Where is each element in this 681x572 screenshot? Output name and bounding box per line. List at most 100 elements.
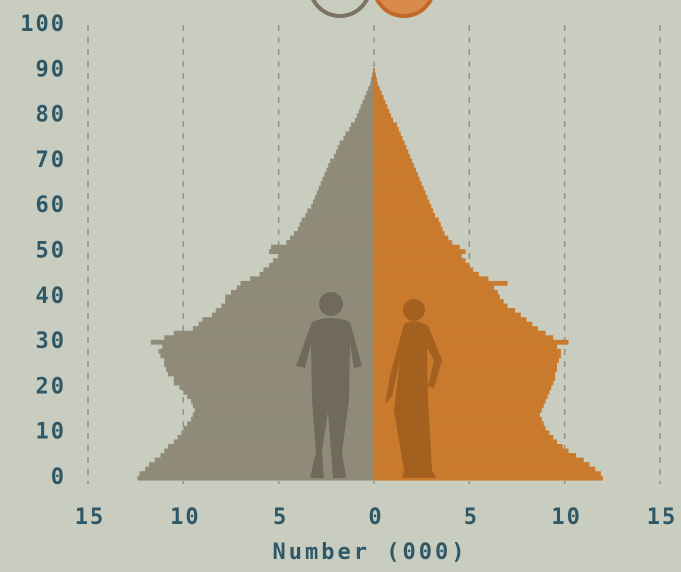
male-bar xyxy=(225,295,374,300)
male-bar xyxy=(221,304,374,309)
y-tick-label: 10 xyxy=(36,420,67,445)
female-bar xyxy=(374,145,406,150)
female-bar xyxy=(374,141,405,146)
male-bar xyxy=(372,73,374,78)
male-bar xyxy=(336,150,374,155)
female-bar xyxy=(374,236,448,241)
female-bar xyxy=(374,177,420,182)
female-bar xyxy=(374,77,377,82)
male-bar xyxy=(181,430,374,435)
female-bar xyxy=(374,204,431,209)
male-bar xyxy=(174,439,374,444)
male-bar xyxy=(338,145,374,150)
x-tick-label: 15 xyxy=(75,505,106,530)
male-bar xyxy=(300,222,374,227)
male-bar xyxy=(212,313,374,318)
female-bar xyxy=(374,159,412,164)
male-bar xyxy=(178,435,374,440)
female-bar xyxy=(374,331,546,336)
female-bar xyxy=(374,150,408,155)
female-bar xyxy=(374,100,385,105)
female-bar xyxy=(374,86,380,91)
male-bar xyxy=(359,109,374,114)
male-bar xyxy=(363,100,374,105)
male-bar xyxy=(324,172,374,177)
male-bar xyxy=(202,317,374,322)
female-bar xyxy=(374,73,376,78)
male-bar xyxy=(321,181,374,186)
male-bar xyxy=(231,290,374,295)
female-bar xyxy=(374,181,422,186)
female-bar xyxy=(374,249,466,254)
female-bar xyxy=(374,122,397,127)
female-bar xyxy=(374,299,504,304)
female-bar xyxy=(374,109,389,114)
female-bar xyxy=(374,258,466,263)
male-bar xyxy=(371,77,374,82)
male-bar xyxy=(366,91,374,96)
female-bar xyxy=(374,208,433,213)
female-bar xyxy=(374,304,507,309)
male-bar xyxy=(260,272,374,277)
male-bar xyxy=(311,204,374,209)
male-bar xyxy=(302,218,374,223)
male-bar xyxy=(370,82,374,87)
male-bar xyxy=(355,118,374,123)
x-tick-label: 15 xyxy=(647,505,678,530)
female-bar xyxy=(374,267,473,272)
female-bar xyxy=(374,118,393,123)
female-bar xyxy=(374,190,425,195)
female-bar xyxy=(374,68,375,73)
female-bar xyxy=(374,168,416,173)
female-bar xyxy=(374,91,382,96)
female-bar xyxy=(374,290,498,295)
male-bar xyxy=(298,227,374,232)
male-bar xyxy=(269,263,374,268)
x-tick-label: 10 xyxy=(551,505,582,530)
female-bar xyxy=(374,113,391,118)
female-bar xyxy=(374,172,418,177)
male-bar xyxy=(286,240,374,245)
male-bar xyxy=(313,199,374,204)
male-bar xyxy=(269,249,374,254)
male-bar xyxy=(349,127,374,132)
female-bar xyxy=(374,245,460,250)
x-axis-label: Number (000) xyxy=(273,540,468,565)
y-tick-label: 30 xyxy=(36,329,67,354)
male-bar xyxy=(340,141,374,146)
male-bar xyxy=(263,267,374,272)
female-bar xyxy=(374,276,488,281)
female-bar xyxy=(374,136,403,141)
female-bar xyxy=(374,227,443,232)
male-bar xyxy=(343,136,374,141)
male-bar xyxy=(315,195,374,200)
female-bar xyxy=(374,281,507,286)
male-bar xyxy=(168,444,374,449)
male-bar xyxy=(279,254,374,259)
male-bar xyxy=(317,190,374,195)
female-bar xyxy=(374,308,515,313)
y-tick-label: 50 xyxy=(36,239,67,264)
female-bar xyxy=(374,199,429,204)
female-bar xyxy=(374,104,387,109)
male-bar xyxy=(241,281,374,286)
male-bar xyxy=(290,236,374,241)
male-bar xyxy=(357,113,374,118)
male-bar xyxy=(225,299,374,304)
y-tick-label: 0 xyxy=(51,465,66,490)
x-tick-label: 10 xyxy=(170,505,201,530)
male-bar xyxy=(273,258,374,263)
y-tick-label: 100 xyxy=(20,12,66,37)
male-bar xyxy=(237,285,374,290)
y-tick-label: 20 xyxy=(36,374,67,399)
male-bar xyxy=(345,131,374,136)
y-tick-label: 90 xyxy=(36,57,67,82)
male-bar xyxy=(361,104,374,109)
male-bar xyxy=(364,95,374,100)
female-bar xyxy=(374,163,414,168)
male-bar xyxy=(271,245,374,250)
female-bar xyxy=(374,317,527,322)
y-tick-label: 40 xyxy=(36,284,67,309)
x-tick-label: 0 xyxy=(368,505,383,530)
x-tick-label: 5 xyxy=(273,505,288,530)
